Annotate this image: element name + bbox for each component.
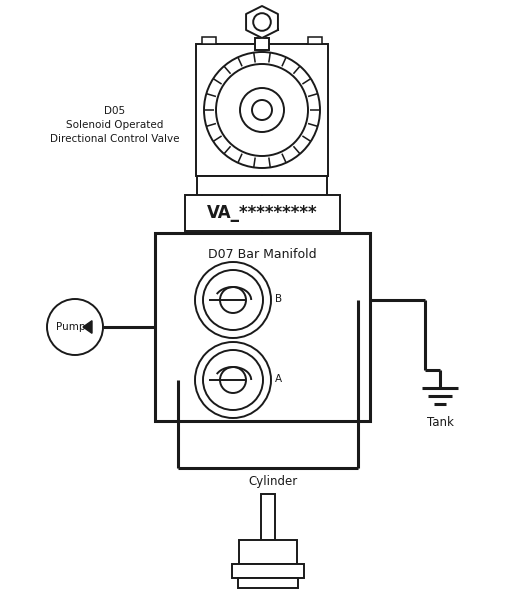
Bar	[308, 37, 322, 44]
Circle shape	[203, 270, 263, 330]
Circle shape	[252, 100, 272, 120]
Circle shape	[195, 262, 271, 338]
Text: VA_*********: VA_*********	[207, 204, 318, 222]
Bar	[255, 38, 269, 50]
Bar	[196, 44, 328, 176]
Circle shape	[195, 342, 271, 418]
Circle shape	[240, 88, 284, 132]
Bar	[155, 233, 370, 421]
Text: A: A	[275, 374, 282, 384]
Circle shape	[204, 52, 320, 168]
Polygon shape	[246, 6, 278, 38]
Circle shape	[47, 299, 103, 355]
Circle shape	[216, 64, 308, 156]
Circle shape	[220, 367, 246, 393]
Text: Tank: Tank	[426, 415, 453, 428]
Text: D07 Bar Manifold: D07 Bar Manifold	[208, 248, 317, 262]
Text: D05
Solenoid Operated
Directional Control Valve: D05 Solenoid Operated Directional Contro…	[50, 106, 180, 144]
Bar	[232, 564, 304, 578]
Bar	[185, 195, 340, 231]
Circle shape	[253, 13, 271, 31]
Text: Cylinder: Cylinder	[249, 475, 297, 488]
Text: B: B	[275, 294, 282, 304]
Bar	[239, 540, 297, 564]
Bar	[202, 37, 216, 44]
Circle shape	[220, 287, 246, 313]
Bar	[197, 176, 327, 196]
Bar	[261, 494, 275, 540]
Bar	[238, 578, 298, 588]
Polygon shape	[83, 320, 92, 334]
Circle shape	[203, 350, 263, 410]
Text: Pump: Pump	[56, 322, 86, 332]
